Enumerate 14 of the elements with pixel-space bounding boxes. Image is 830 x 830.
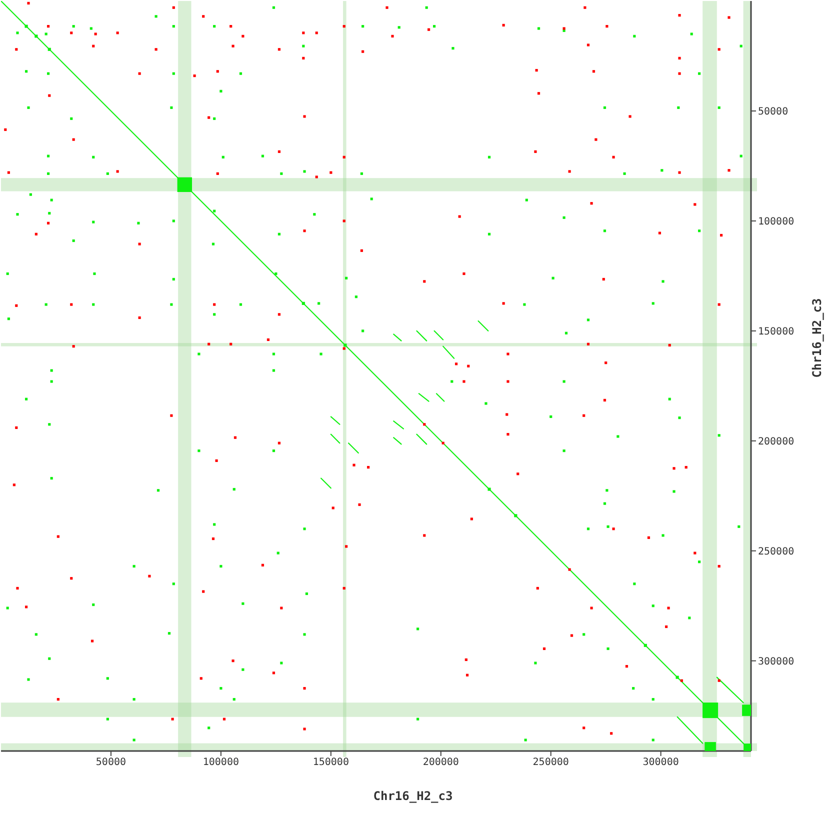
y-tick-label: 100000 <box>758 216 794 228</box>
x-tick-label: 250000 <box>532 757 569 768</box>
x-tick-label: 200000 <box>422 757 459 768</box>
y-tick-label: 300000 <box>758 656 794 668</box>
y-tick-label: 150000 <box>758 326 794 338</box>
x-tick-label: 50000 <box>96 757 126 768</box>
y-tick-label: 50000 <box>758 106 788 118</box>
y-axis-title: Chr16_H2_c3 <box>810 298 824 378</box>
x-tick-label: 150000 <box>312 757 349 768</box>
y-tick-label: 250000 <box>758 546 794 558</box>
x-tick-label: 300000 <box>642 757 679 768</box>
x-axis-title: Chr16_H2_c3 <box>373 789 453 803</box>
x-tick-label: 100000 <box>202 757 240 768</box>
y-tick-label: 200000 <box>758 436 794 448</box>
